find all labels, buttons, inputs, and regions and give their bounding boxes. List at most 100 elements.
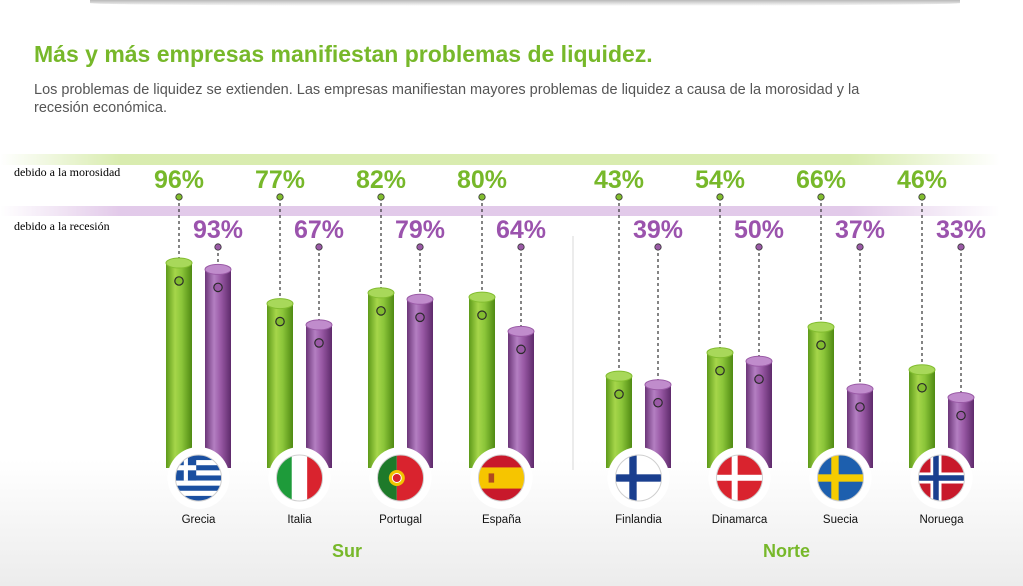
value-label-morosidad: 46% [897,166,947,194]
bar-marker-recesion [516,344,526,355]
leader-dot-recesion [214,243,222,251]
flag-rim [478,454,525,502]
bar-marker-recesion [314,338,324,348]
value-label-morosidad: 54% [695,166,745,194]
value-label-morosidad: 66% [796,166,846,194]
flag-part [276,455,292,501]
flag-body [918,455,965,501]
leader-dot-recesion [957,243,965,251]
leader-dot-morosidad [175,193,183,201]
flag-part [307,455,323,501]
flag-spain-icon [470,447,533,509]
bar-marker-morosidad [917,382,927,393]
flag-body [276,455,323,501]
flag-greece-icon [167,447,230,509]
value-label-recesion: 39% [633,216,683,244]
flag-finland-icon [607,447,670,509]
bar-cap-morosidad [165,257,193,269]
bar-cap-recesion [745,355,773,367]
flag-part [291,455,308,501]
flag-part [175,495,222,501]
bar-morosidad [368,292,394,468]
bar-marker-morosidad [715,365,725,376]
top-shadow [90,0,960,6]
flag-part [175,475,222,481]
bar-cap-recesion [846,383,874,395]
bar-recesion [306,324,332,468]
country-label-italia: Italia [287,514,312,526]
value-label-recesion: 37% [835,216,885,244]
country-label-noruega: Noruega [919,514,964,526]
bar-marker-recesion [855,402,865,412]
bar-marker-morosidad [275,316,285,327]
bar-cap-recesion [204,263,232,275]
leader-dot-morosidad [276,193,284,201]
country-label-suecia: Suecia [823,514,859,526]
country-label-portugal: Portugal [379,514,422,526]
bar-marker-morosidad [477,310,487,320]
bar-cap-morosidad [367,287,395,299]
bar-cap-morosidad [468,291,496,303]
bar-marker-recesion [213,282,223,293]
flag-part [175,470,222,476]
leader-dot-recesion [315,243,323,251]
bar-cap-morosidad [908,364,936,376]
bar-morosidad [166,263,192,468]
country-label-finlandia: Finlandia [615,514,662,526]
flag-part [478,467,525,489]
flag-part [817,474,864,482]
bar-marker-recesion [415,312,425,323]
flag-rim [817,454,864,502]
flag-part [175,455,222,461]
bar-marker-morosidad [614,389,624,399]
value-label-recesion: 50% [734,216,784,244]
flag-body [615,455,662,501]
flag-rim [377,454,424,502]
bar-cap-recesion [507,325,535,337]
bar-marker-recesion [956,410,966,421]
flag-rim [175,454,222,502]
bar-marker-morosidad [376,306,386,316]
value-label-morosidad: 77% [255,166,305,194]
bar-cap-morosidad [605,370,633,382]
value-label-morosidad: 43% [594,166,644,194]
flag-portugal-icon [369,447,432,509]
bar-cap-recesion [305,319,333,331]
leader-dot-morosidad [377,193,385,201]
leader-dot-recesion [856,243,864,251]
value-label-recesion: 64% [496,216,546,244]
value-label-recesion: 79% [395,216,445,244]
country-label-grecia: Grecia [182,514,216,526]
flag-rim [276,454,323,502]
bar-marker-morosidad [174,276,184,286]
row-label-recesion: debido a la recesión [14,219,110,233]
flag-rim [716,454,763,502]
value-label-recesion: 93% [193,216,243,244]
bar-marker-recesion [653,397,663,408]
leader-dot-recesion [517,243,525,251]
flag-part [488,473,495,483]
flag-part [175,465,197,471]
value-label-recesion: 33% [936,216,986,244]
leader-dot-morosidad [478,193,486,201]
value-label-morosidad: 82% [356,166,406,194]
value-label-morosidad: 96% [154,166,204,194]
value-label-morosidad: 80% [457,166,507,194]
chart-subtitle: Los problemas de liquidez se extienden. … [34,82,860,116]
bar-morosidad [808,327,834,468]
bar-cap-morosidad [807,321,835,333]
flag-norway-icon [910,447,973,509]
flag-part [391,473,402,483]
flag-rim [918,454,965,502]
flag-body [478,455,525,501]
morosidad-band [0,154,1000,165]
flag-sweden-icon [809,447,872,509]
leader-dot-morosidad [817,193,825,201]
bar-recesion [205,269,231,468]
flag-part [175,490,222,497]
flag-part [175,465,222,471]
leader-dot-recesion [755,243,763,251]
bar-cap-morosidad [266,298,294,310]
bar-cap-recesion [644,379,672,391]
